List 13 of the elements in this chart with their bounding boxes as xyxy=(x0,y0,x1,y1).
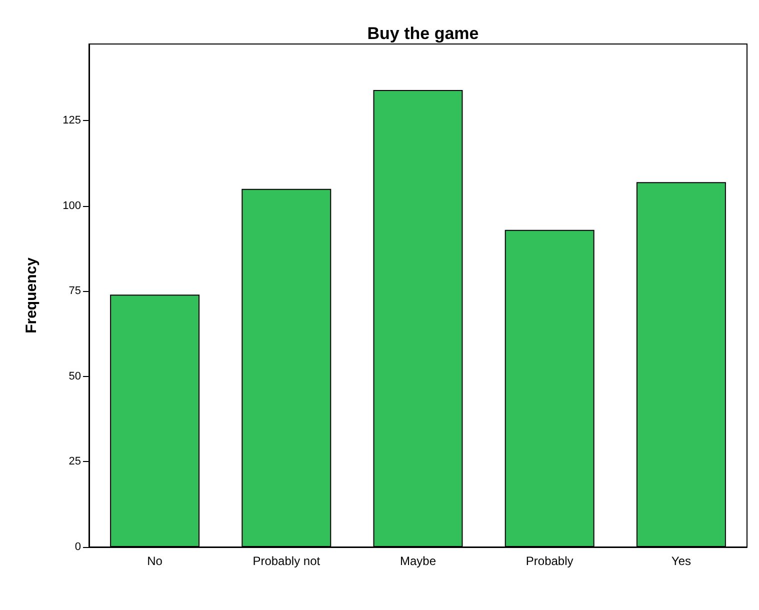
x-tick-label: Probably xyxy=(526,554,574,568)
x-tick-label: Maybe xyxy=(400,554,436,568)
chart-title: Buy the game xyxy=(367,24,479,43)
x-tick-label: Probably not xyxy=(252,554,321,568)
x-tick-label: Yes xyxy=(671,554,691,568)
y-tick-label: 75 xyxy=(68,285,81,298)
y-tick-label: 50 xyxy=(68,370,81,382)
y-axis-title: Frequency xyxy=(23,256,40,334)
y-tick-label: 0 xyxy=(74,541,81,553)
x-tick-label: No xyxy=(147,554,163,568)
y-tick-label: 100 xyxy=(62,200,81,212)
y-tick-label: 25 xyxy=(68,456,81,468)
y-tick-label: 125 xyxy=(62,114,81,127)
